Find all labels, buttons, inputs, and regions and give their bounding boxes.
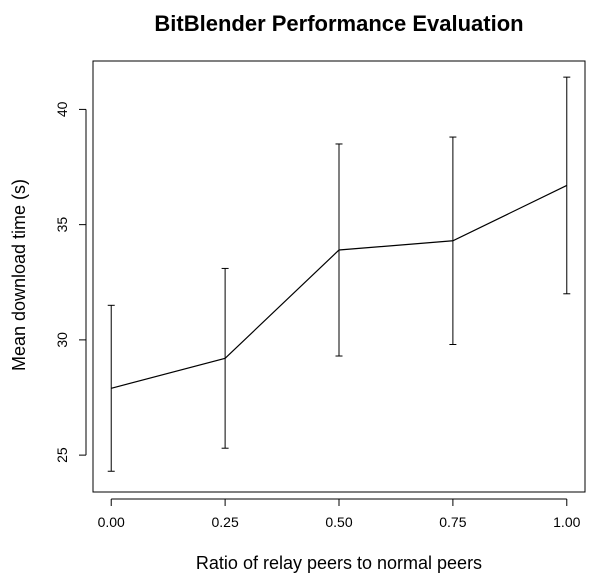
chart-title: BitBlender Performance Evaluation <box>154 11 523 36</box>
plot-frame <box>92 60 586 493</box>
error-bars <box>107 76 571 472</box>
series-line <box>111 184 568 389</box>
x-axis: 0.00 0.25 0.50 0.75 1.00 <box>98 498 581 530</box>
x-tick-label: 1.00 <box>553 514 580 530</box>
y-tick-label: 40 <box>54 101 70 117</box>
y-tick-label: 35 <box>54 217 70 233</box>
series <box>111 184 568 389</box>
y-axis: 25 30 35 40 <box>54 101 87 463</box>
y-tick-label: 30 <box>54 332 70 348</box>
x-tick-label: 0.75 <box>439 514 466 530</box>
x-tick-label: 0.50 <box>325 514 352 530</box>
x-axis-label: Ratio of relay peers to normal peers <box>196 553 482 573</box>
x-tick-label: 0.25 <box>211 514 238 530</box>
y-tick-label: 25 <box>54 447 70 463</box>
x-tick-label: 0.00 <box>98 514 125 530</box>
y-axis-label: Mean download time (s) <box>9 179 29 371</box>
